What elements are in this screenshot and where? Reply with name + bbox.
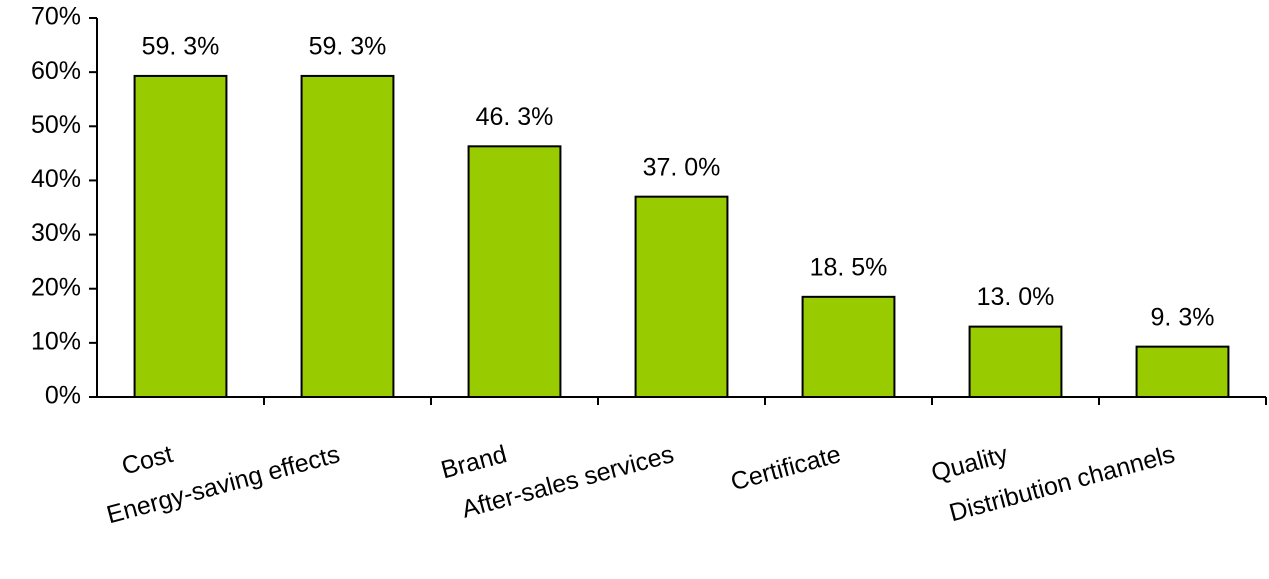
x-tick-label: Brand: [438, 440, 510, 484]
value-label: 59. 3%: [142, 33, 220, 61]
bar: [968, 325, 1063, 398]
bar: [634, 195, 729, 398]
x-tick-label: Certificate: [728, 440, 844, 496]
y-tick-label: 20%: [31, 273, 81, 301]
value-label: 46. 3%: [476, 103, 554, 131]
bar: [133, 74, 228, 398]
value-label: 18. 5%: [810, 253, 888, 281]
value-label: 37. 0%: [643, 153, 721, 181]
x-tick-label: Cost: [119, 440, 176, 480]
y-tick-label: 50%: [31, 111, 81, 139]
bar: [300, 74, 395, 398]
y-tick-label: 40%: [31, 165, 81, 193]
x-tick-label: Quality: [928, 440, 1011, 487]
value-label: 9. 3%: [1151, 303, 1215, 331]
value-label: 59. 3%: [309, 33, 387, 61]
y-tick-label: 60%: [31, 57, 81, 85]
y-tick-label: 0%: [45, 382, 81, 410]
y-tick-label: 70%: [31, 3, 81, 31]
bar: [467, 145, 562, 398]
bar: [1135, 345, 1230, 399]
value-label: 13. 0%: [977, 283, 1055, 311]
y-tick-label: 30%: [31, 219, 81, 247]
bar: [801, 295, 896, 399]
y-tick-label: 10%: [31, 327, 81, 355]
